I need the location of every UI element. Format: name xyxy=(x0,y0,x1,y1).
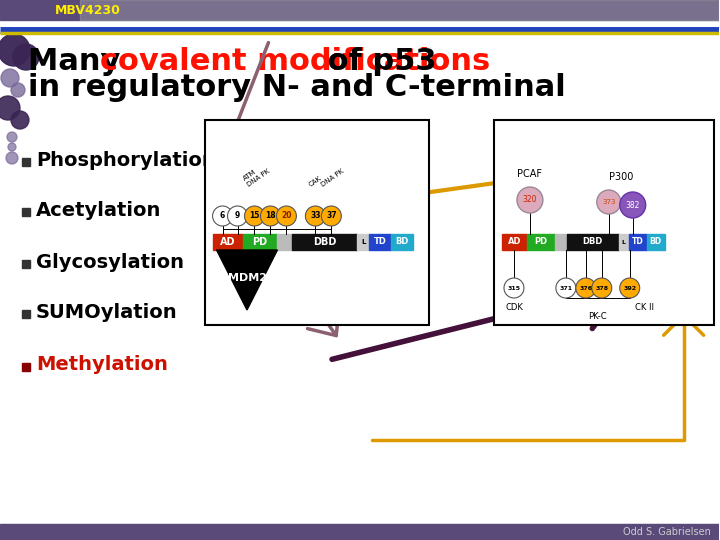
Text: covalent modifications: covalent modifications xyxy=(100,48,490,77)
Bar xyxy=(391,234,413,250)
Text: Acetylation: Acetylation xyxy=(36,200,161,219)
Text: DBD: DBD xyxy=(313,237,336,247)
Circle shape xyxy=(6,152,18,164)
Text: PD: PD xyxy=(253,237,268,247)
Text: 371: 371 xyxy=(559,286,572,291)
Text: 320: 320 xyxy=(523,195,537,205)
Bar xyxy=(292,234,357,250)
Circle shape xyxy=(504,278,524,298)
Bar xyxy=(567,234,618,250)
Text: P300: P300 xyxy=(608,172,633,182)
Bar xyxy=(555,234,567,250)
Bar xyxy=(22,158,30,166)
Text: 37: 37 xyxy=(326,212,337,220)
Text: AD: AD xyxy=(508,238,521,246)
Text: DNA PK: DNA PK xyxy=(320,168,345,188)
Bar xyxy=(0,524,719,540)
Bar xyxy=(357,234,369,250)
Circle shape xyxy=(597,190,621,214)
Bar xyxy=(629,234,647,250)
Circle shape xyxy=(8,143,16,151)
Bar xyxy=(369,234,391,250)
Bar xyxy=(22,363,30,371)
Bar xyxy=(277,234,292,250)
Text: TD: TD xyxy=(374,238,387,246)
Bar xyxy=(527,234,555,250)
Text: in regulatory N- and C-terminal: in regulatory N- and C-terminal xyxy=(28,73,566,103)
Text: PK-C: PK-C xyxy=(588,312,607,321)
Text: AD: AD xyxy=(220,237,235,247)
Circle shape xyxy=(11,111,29,129)
Bar xyxy=(494,120,714,325)
Text: 382: 382 xyxy=(626,200,640,210)
Circle shape xyxy=(305,206,325,226)
Text: 33: 33 xyxy=(310,212,320,220)
Circle shape xyxy=(517,187,543,213)
Text: Phosphorylation: Phosphorylation xyxy=(36,151,216,170)
Text: MBV4230: MBV4230 xyxy=(55,3,121,17)
Circle shape xyxy=(1,69,19,87)
Text: TD: TD xyxy=(632,238,644,246)
Circle shape xyxy=(321,206,341,226)
Text: Odd S. Gabrielsen: Odd S. Gabrielsen xyxy=(623,527,711,537)
Text: PCAF: PCAF xyxy=(518,169,542,179)
Text: 15: 15 xyxy=(249,212,260,220)
Bar xyxy=(502,234,527,250)
Bar xyxy=(618,234,629,250)
Text: SUMOylation: SUMOylation xyxy=(36,302,178,321)
Text: 378: 378 xyxy=(595,286,608,291)
Text: Methylation: Methylation xyxy=(36,355,168,375)
Text: DBD: DBD xyxy=(582,238,603,246)
Text: of p53: of p53 xyxy=(318,48,437,77)
Bar xyxy=(204,120,429,325)
Text: CDK: CDK xyxy=(505,303,523,312)
Circle shape xyxy=(0,96,20,120)
Text: 315: 315 xyxy=(508,286,521,291)
Circle shape xyxy=(212,206,233,226)
Text: L: L xyxy=(361,239,366,245)
Text: BD: BD xyxy=(649,238,662,246)
Bar xyxy=(22,310,30,318)
Text: CK II: CK II xyxy=(635,303,654,312)
Text: PD: PD xyxy=(534,238,547,246)
Circle shape xyxy=(576,278,595,298)
Circle shape xyxy=(261,206,280,226)
Circle shape xyxy=(245,206,264,226)
Circle shape xyxy=(228,206,248,226)
Bar xyxy=(22,208,30,216)
Text: MDM2: MDM2 xyxy=(228,273,266,283)
Text: 6: 6 xyxy=(220,212,225,220)
Text: Many: Many xyxy=(28,48,131,77)
Bar xyxy=(647,234,665,250)
Bar xyxy=(212,234,243,250)
Text: BD: BD xyxy=(395,238,409,246)
Text: 373: 373 xyxy=(602,199,616,205)
Text: Glycosylation: Glycosylation xyxy=(36,253,184,272)
Circle shape xyxy=(13,44,39,70)
Text: ATM
DNA PK: ATM DNA PK xyxy=(243,163,271,188)
Text: 392: 392 xyxy=(624,286,636,291)
Circle shape xyxy=(276,206,297,226)
Circle shape xyxy=(592,278,612,298)
Bar xyxy=(243,234,277,250)
Text: 18: 18 xyxy=(265,212,276,220)
Text: 376: 376 xyxy=(580,286,593,291)
Text: 9: 9 xyxy=(235,212,240,220)
Polygon shape xyxy=(217,250,277,310)
Circle shape xyxy=(7,132,17,142)
Bar xyxy=(22,260,30,268)
Circle shape xyxy=(620,192,646,218)
Bar xyxy=(80,0,719,20)
Bar xyxy=(0,0,719,20)
Text: CAK: CAK xyxy=(307,175,323,188)
Text: L: L xyxy=(622,240,626,245)
Text: 20: 20 xyxy=(282,212,292,220)
Circle shape xyxy=(556,278,576,298)
Bar xyxy=(0,524,719,540)
Circle shape xyxy=(0,34,30,66)
Circle shape xyxy=(620,278,639,298)
Circle shape xyxy=(11,83,25,97)
